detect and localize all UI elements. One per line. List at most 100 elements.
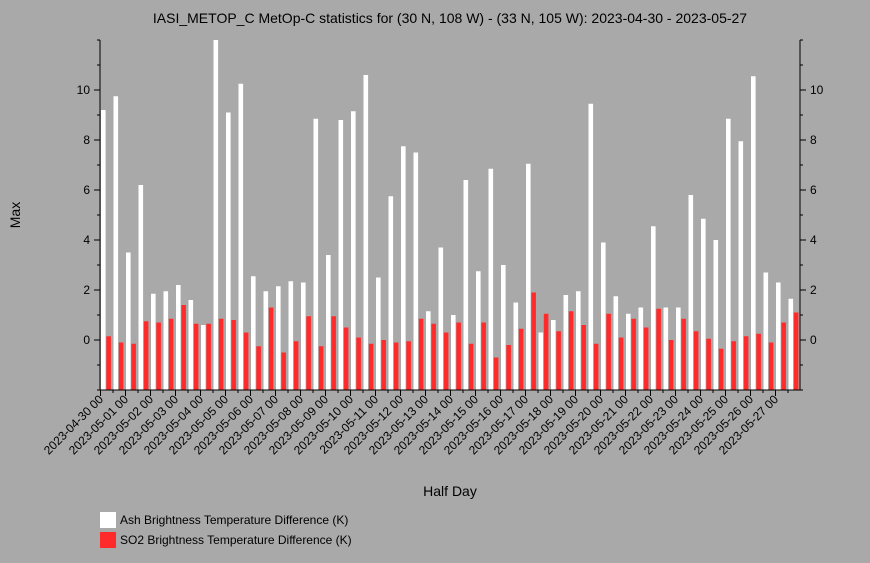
ash-bar bbox=[476, 271, 481, 390]
so2-bar bbox=[393, 342, 399, 390]
legend-swatch-ash bbox=[100, 512, 116, 528]
ash-bar bbox=[188, 300, 194, 390]
y-tick-label-right: 2 bbox=[810, 283, 817, 297]
so2-bar bbox=[593, 343, 599, 390]
ash-bar bbox=[776, 282, 781, 390]
ash-bar bbox=[251, 276, 256, 390]
so2-bar bbox=[718, 348, 724, 390]
ash-bar bbox=[526, 163, 531, 390]
ash-bar bbox=[563, 295, 569, 390]
so2-bar bbox=[406, 341, 411, 390]
y-tick-label-left: 4 bbox=[83, 233, 90, 247]
so2-bar bbox=[693, 331, 699, 390]
ash-bar bbox=[426, 311, 431, 390]
so2-bar bbox=[268, 307, 274, 390]
so2-bar bbox=[218, 318, 224, 390]
ash-bar bbox=[713, 240, 719, 390]
ash-bar bbox=[613, 296, 619, 390]
so2-bar bbox=[706, 338, 711, 390]
so2-bar bbox=[531, 292, 536, 390]
so2-bar bbox=[681, 318, 686, 390]
so2-bar bbox=[206, 323, 211, 390]
bars-group bbox=[101, 40, 799, 390]
so2-bar bbox=[293, 341, 299, 390]
ash-bar bbox=[401, 146, 406, 390]
y-tick-label-right: 8 bbox=[810, 133, 817, 147]
so2-bar bbox=[643, 327, 649, 390]
ash-bar bbox=[238, 83, 244, 390]
so2-bar bbox=[606, 313, 611, 390]
so2-bar bbox=[431, 323, 436, 390]
ash-bar bbox=[113, 96, 119, 390]
so2-bar bbox=[193, 323, 199, 390]
so2-bar bbox=[168, 318, 174, 390]
ash-bar bbox=[376, 277, 381, 390]
so2-bar bbox=[318, 346, 324, 390]
so2-bar bbox=[506, 345, 511, 390]
y-tick-label-left: 6 bbox=[83, 183, 90, 197]
so2-bar bbox=[568, 311, 574, 390]
ash-bar bbox=[413, 152, 419, 390]
ash-bar bbox=[276, 286, 281, 390]
so2-bar bbox=[543, 313, 549, 390]
ash-bar bbox=[538, 332, 544, 390]
y-tick-label-right: 4 bbox=[810, 233, 817, 247]
so2-bar bbox=[456, 322, 461, 390]
ash-bar bbox=[451, 315, 456, 390]
ash-bar bbox=[338, 120, 344, 390]
so2-bar bbox=[468, 343, 474, 390]
so2-bar bbox=[768, 342, 774, 390]
y-tick-label-left: 0 bbox=[83, 333, 90, 347]
legend-label-so2: SO2 Brightness Temperature Difference (K… bbox=[120, 533, 352, 547]
y-tick-label-left: 8 bbox=[83, 133, 90, 147]
ash-bar bbox=[151, 293, 156, 390]
ash-bar bbox=[313, 118, 319, 390]
so2-bar bbox=[356, 337, 361, 390]
ash-bar bbox=[688, 195, 694, 390]
so2-bar bbox=[493, 357, 499, 390]
ash-bar bbox=[363, 75, 369, 390]
so2-bar bbox=[581, 325, 586, 390]
ash-bar bbox=[163, 291, 169, 390]
so2-bar bbox=[156, 322, 161, 390]
so2-bar bbox=[781, 322, 786, 390]
chart-title: IASI_METOP_C MetOp-C statistics for (30 … bbox=[153, 10, 747, 26]
ash-bar bbox=[463, 180, 469, 390]
ash-bar bbox=[438, 247, 444, 390]
so2-bar bbox=[518, 328, 524, 390]
ash-bar bbox=[588, 103, 594, 390]
ash-bar bbox=[788, 298, 794, 390]
so2-bar bbox=[656, 308, 661, 390]
so2-bar bbox=[231, 320, 236, 390]
so2-bar bbox=[743, 336, 749, 390]
ash-bar bbox=[501, 265, 506, 390]
so2-bar bbox=[243, 332, 249, 390]
ash-bar bbox=[601, 242, 606, 390]
so2-bar bbox=[181, 305, 186, 390]
so2-bar bbox=[793, 312, 799, 390]
ash-bar bbox=[301, 282, 306, 390]
y-tick-label-right: 0 bbox=[810, 333, 817, 347]
ash-bar bbox=[738, 141, 744, 390]
ash-bar bbox=[551, 320, 556, 390]
ash-bar bbox=[651, 226, 656, 390]
so2-bar bbox=[143, 321, 149, 390]
y-tick-label-right: 10 bbox=[810, 83, 824, 97]
so2-bar bbox=[481, 322, 486, 390]
ash-bar bbox=[488, 168, 494, 390]
so2-bar bbox=[418, 318, 424, 390]
so2-bar bbox=[756, 333, 761, 390]
ash-bar bbox=[388, 196, 394, 390]
ash-bar bbox=[626, 313, 631, 390]
so2-bar bbox=[331, 316, 336, 390]
ash-bar bbox=[638, 307, 644, 390]
legend-swatch-so2 bbox=[100, 532, 116, 548]
legend-label-ash: Ash Brightness Temperature Difference (K… bbox=[120, 513, 348, 527]
so2-bar bbox=[368, 343, 374, 390]
ash-bar bbox=[138, 185, 144, 390]
y-tick-label-left: 2 bbox=[83, 283, 90, 297]
ash-bar bbox=[201, 325, 206, 390]
so2-bar bbox=[118, 342, 124, 390]
y-tick-label-right: 6 bbox=[810, 183, 817, 197]
